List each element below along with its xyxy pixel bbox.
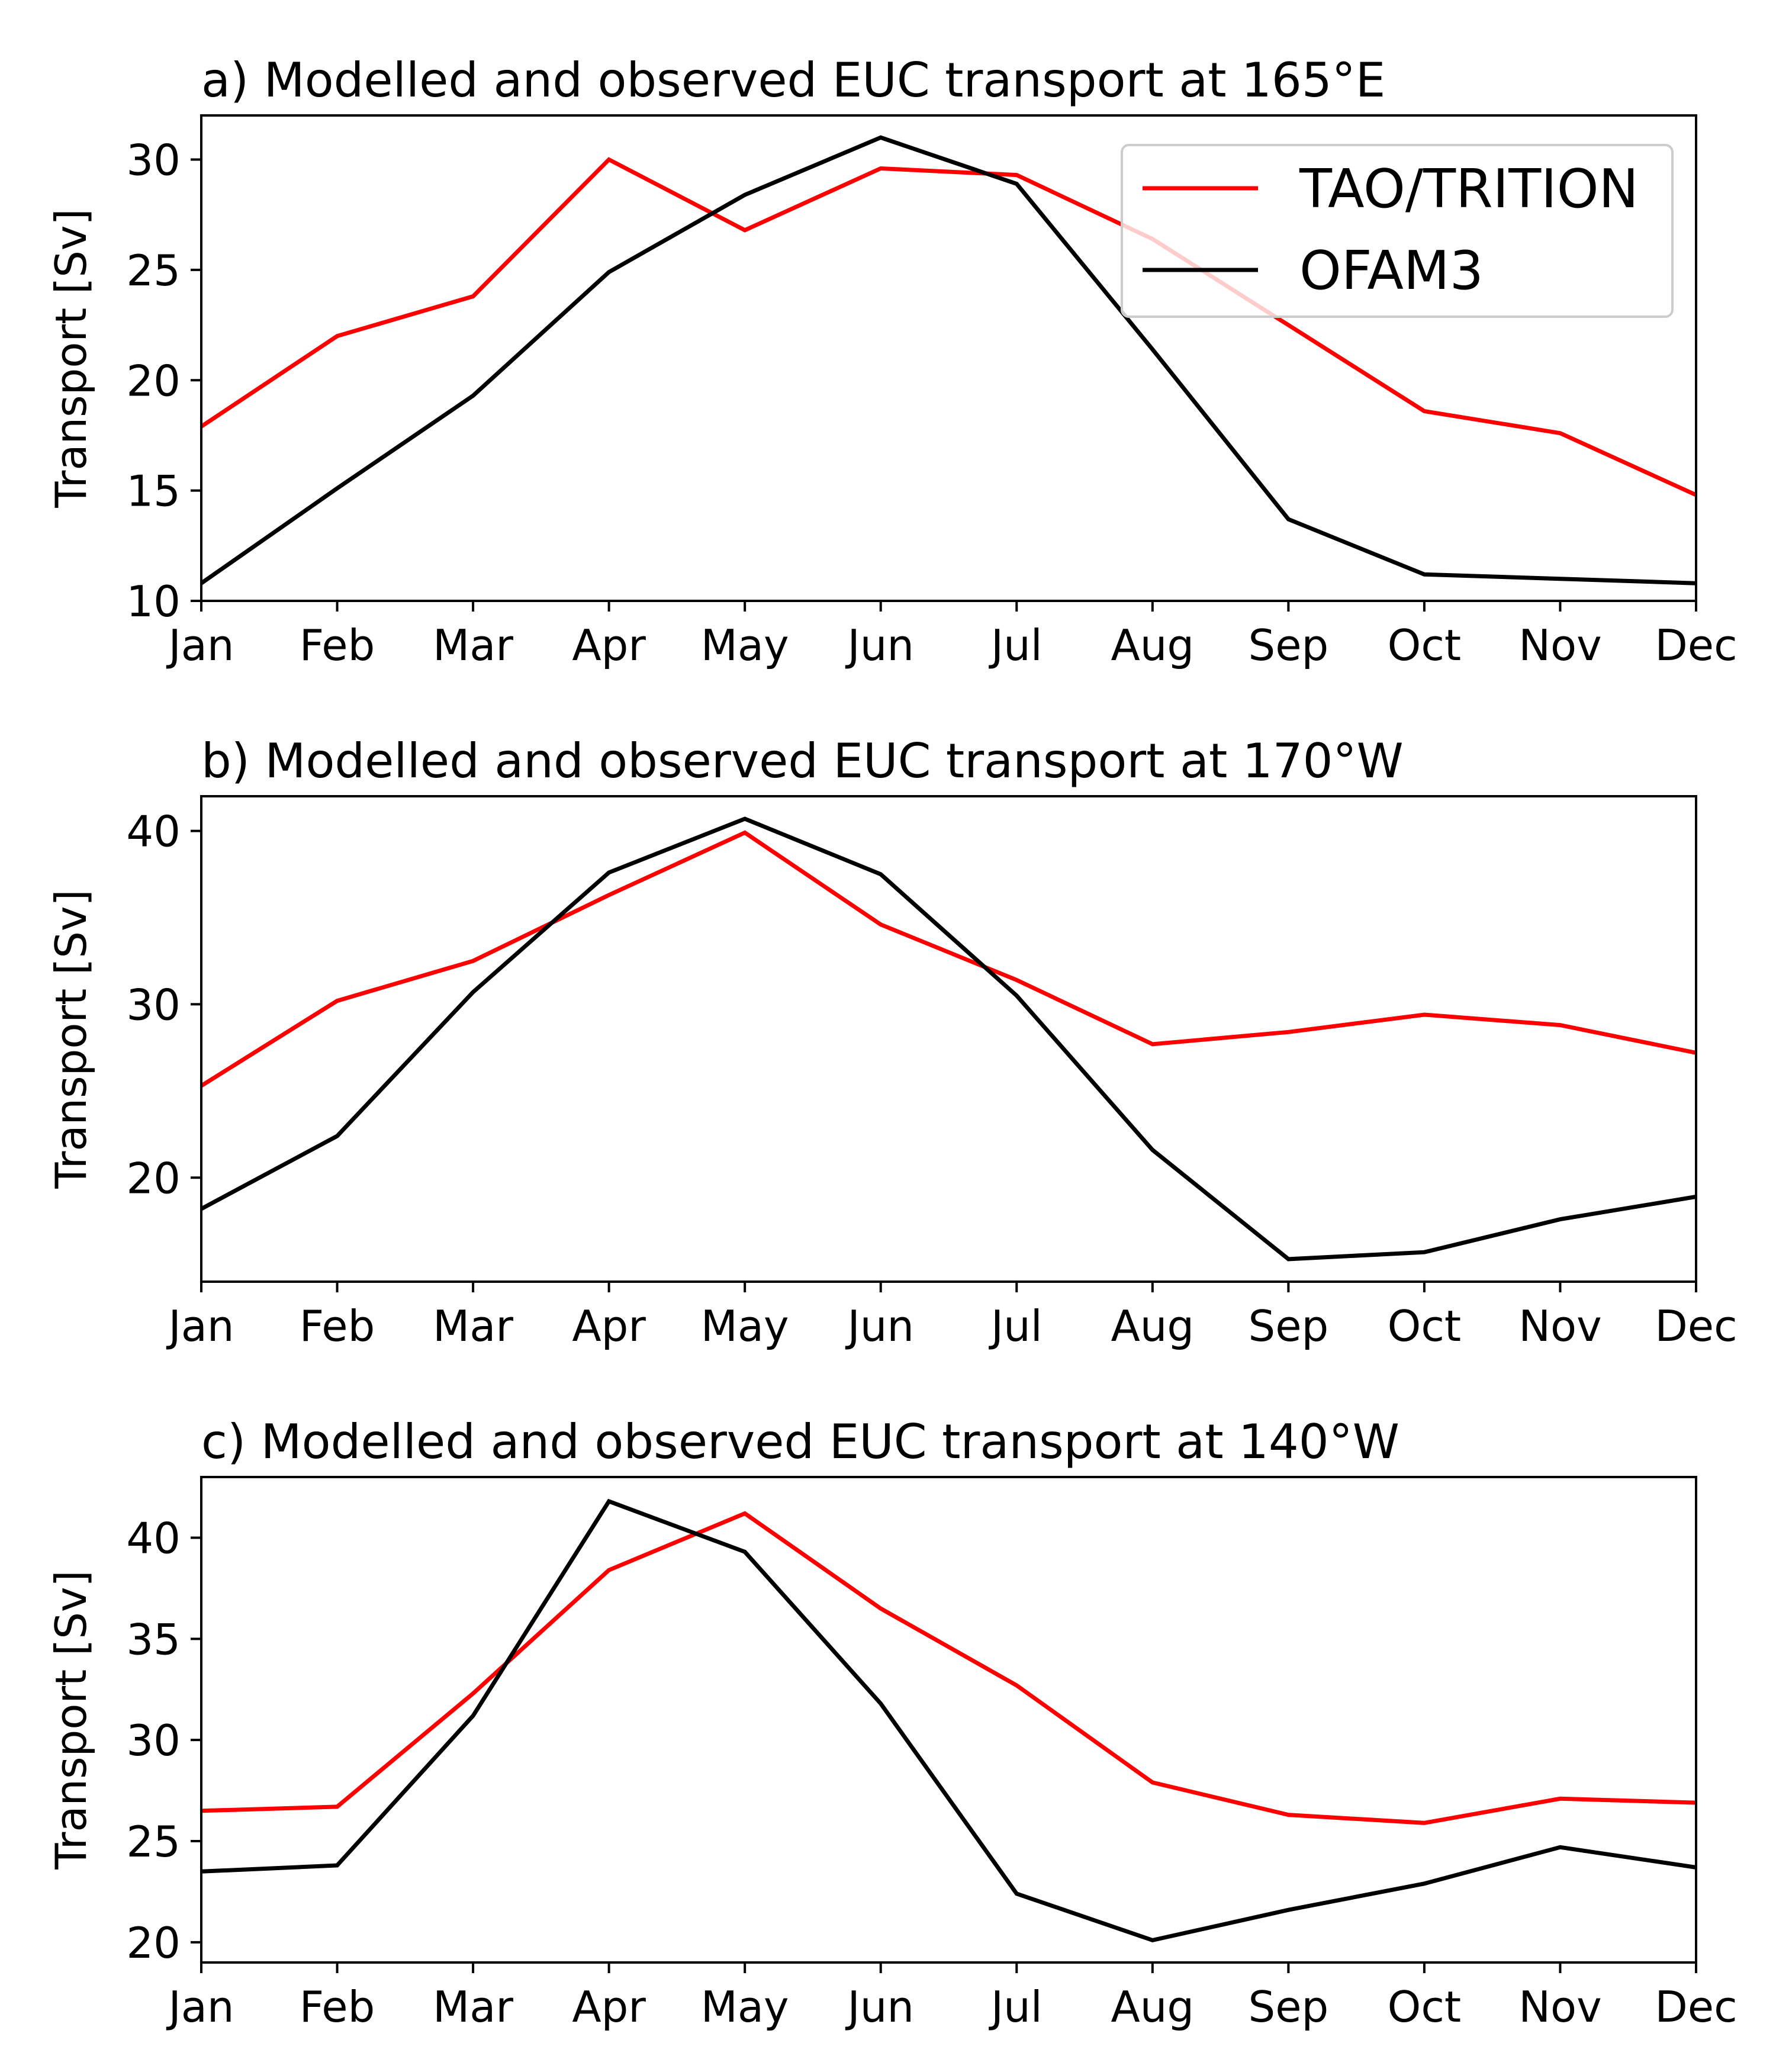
y-tick-label: 40 [126,1514,181,1563]
x-tick-label: Apr [572,1301,646,1351]
x-tick-label: Jul [989,1982,1043,2032]
legend-box [1121,144,1674,318]
y-axis-label: Transport [Sv] [46,889,96,1189]
x-tick-label: Jun [845,1301,914,1351]
y-tick-label: 30 [126,1716,181,1765]
series-line-ofam3 [201,816,1696,1262]
y-tick-label: 30 [126,136,181,185]
y-tick-label: 20 [126,356,181,406]
x-tick-label: Dec [1655,1301,1737,1351]
legend: TAO/TRITION OFAM3 [1121,144,1674,318]
series-line-ofam3 [201,135,1696,585]
x-tick-label: Dec [1655,1982,1737,2032]
axes-frame [200,114,1697,602]
legend-label-ofam3: OFAM3 [1299,240,1484,302]
x-tick-label: Oct [1388,620,1462,670]
x-tick-label: Nov [1518,1982,1602,2032]
axes-frame [200,1476,1697,1964]
x-tick-label: Apr [572,1982,646,2032]
x-tick-label: May [701,1982,789,2032]
x-tick-label: Feb [300,1301,375,1351]
y-tick-label: 30 [126,980,181,1029]
series-line-tao-trition [201,157,1696,497]
x-tick-label: Jul [989,620,1043,670]
y-tick-label: 25 [126,246,181,295]
x-tick-label: Aug [1111,1301,1195,1351]
x-tick-label: Aug [1111,620,1195,670]
series-line-tao-trition [201,1511,1696,1825]
chart-title: a) Modelled and observed EUC transport a… [201,53,1385,108]
y-tick-label: 40 [126,807,181,857]
y-tick-label: 35 [126,1614,181,1664]
y-tick-label: 20 [126,1153,181,1203]
x-tick-label: Jan [166,1982,234,2032]
y-tick-label: 25 [126,1817,181,1867]
y-tick-label: 10 [126,577,181,626]
chart-title: b) Modelled and observed EUC transport a… [201,733,1404,789]
x-tick-label: Nov [1518,1301,1602,1351]
chart-title: c) Modelled and observed EUC transport a… [201,1414,1399,1469]
x-tick-label: Feb [300,1982,375,2032]
x-tick-label: Aug [1111,1982,1195,2032]
x-tick-label: Mar [433,620,513,670]
x-tick-label: Mar [433,1982,513,2032]
axes-frame [200,795,1697,1283]
x-tick-label: Oct [1388,1301,1462,1351]
y-axis-label: Transport [Sv] [46,1570,96,1870]
x-tick-label: Jan [166,1301,234,1351]
x-tick-label: Jun [845,1982,914,2032]
x-tick-label: Apr [572,620,646,670]
chart-panel-1: a) Modelled and observed EUC transport a… [46,53,1738,670]
y-tick-label: 20 [126,1918,181,1968]
x-tick-label: Jun [845,620,914,670]
y-tick-label: 15 [126,466,181,516]
x-tick-label: Sep [1249,1982,1329,2032]
x-tick-label: May [701,620,789,670]
x-tick-label: Jan [166,620,234,670]
chart-panel-3: c) Modelled and observed EUC transport a… [46,1414,1738,2032]
x-tick-label: Sep [1249,620,1329,670]
legend-label-tao-trition: TAO/TRITION [1299,158,1639,220]
x-tick-label: Jul [989,1301,1043,1351]
x-tick-label: Mar [433,1301,513,1351]
x-tick-label: Nov [1518,620,1602,670]
x-tick-label: Dec [1655,620,1737,670]
x-tick-label: Feb [300,620,375,670]
series-line-ofam3 [201,1498,1696,1943]
x-tick-label: Sep [1249,1301,1329,1351]
y-axis-label: Transport [Sv] [46,208,96,508]
x-tick-label: May [701,1301,789,1351]
x-tick-label: Oct [1388,1982,1462,2032]
chart-panel-2: b) Modelled and observed EUC transport a… [46,733,1738,1351]
series-line-tao-trition [201,830,1696,1088]
